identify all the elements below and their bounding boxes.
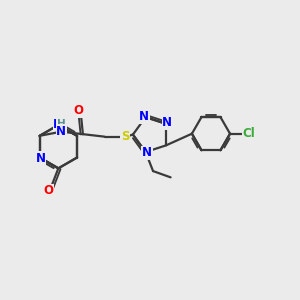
Text: Cl: Cl (242, 127, 255, 140)
Text: H: H (57, 119, 66, 129)
Text: S: S (121, 130, 130, 143)
Text: N: N (56, 125, 66, 138)
Text: N: N (142, 146, 152, 159)
Text: O: O (73, 104, 83, 117)
Text: N: N (35, 152, 45, 165)
Text: N: N (53, 118, 63, 131)
Text: N: N (162, 116, 172, 130)
Text: O: O (44, 184, 54, 197)
Text: N: N (139, 110, 149, 123)
